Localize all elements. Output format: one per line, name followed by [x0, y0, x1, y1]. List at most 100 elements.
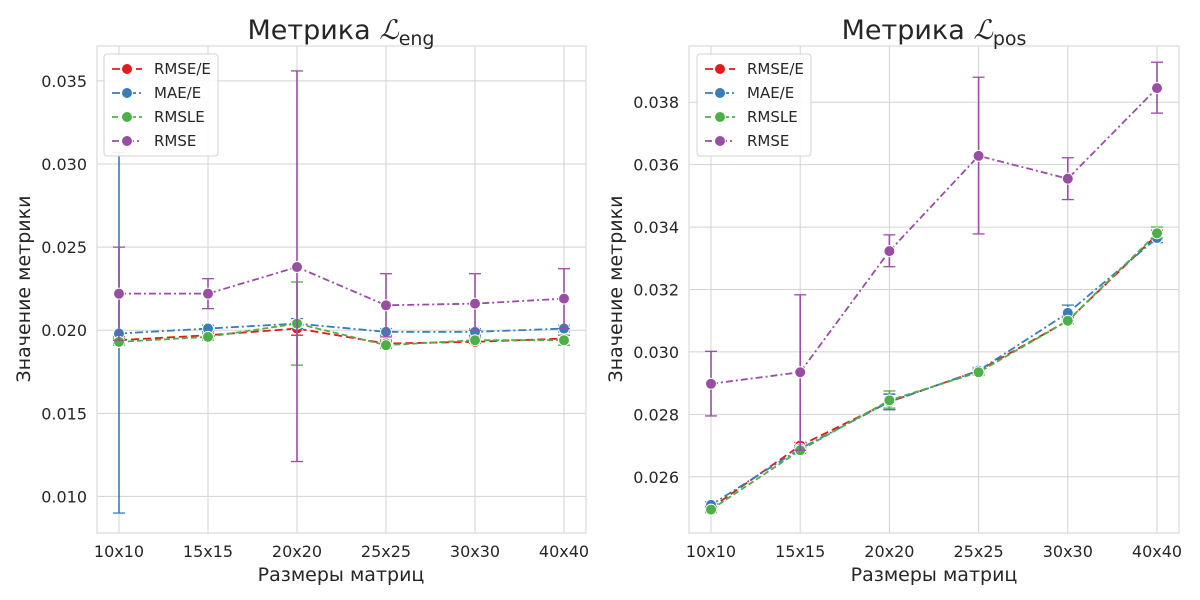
x-tick-label: 15x15: [183, 542, 233, 561]
series-rmse: [113, 70, 570, 463]
legend-marker: [714, 63, 726, 75]
data-point: [469, 297, 481, 310]
series-line: [710, 234, 1158, 509]
legend-box: [696, 53, 812, 157]
series-line: [119, 266, 565, 307]
legend-label: RMSE: [154, 132, 196, 150]
series-line: [710, 237, 1158, 506]
x-tick-label: 10x10: [94, 542, 144, 561]
series-rmse: [705, 61, 1163, 451]
y-axis-label: Значение метрики: [13, 196, 35, 383]
x-tick-label: 10x10: [686, 542, 736, 561]
data-point: [972, 366, 985, 379]
series-layer: [705, 61, 1163, 516]
data-point: [705, 377, 717, 390]
series-mae_e: [113, 151, 570, 514]
legend-marker: [714, 135, 726, 147]
legend-marker: [121, 135, 133, 147]
chart-title: Метрика ℒeng: [247, 15, 434, 50]
panel-position: 0.026 0.028 0.030 0.032 0.034 0.036 0.038 10x1…: [605, 15, 1182, 586]
series-line: [118, 322, 565, 335]
legend-label: RMSE/E: [154, 60, 211, 78]
y-axis-label: Значение метрики: [605, 196, 627, 383]
axes-frame: [96, 45, 587, 534]
panel-energy: 0.010 0.015 0.020 0.025 0.030 0.035 10x10 15x1…: [13, 15, 589, 586]
data-point: [1151, 82, 1163, 95]
data-point: [1061, 314, 1074, 327]
series-rmse_e: [705, 228, 1163, 515]
data-point: [794, 366, 807, 379]
legend-marker: [714, 87, 726, 99]
y-tick-label: 0.026: [633, 468, 679, 487]
y-tick-label: 0.038: [633, 93, 679, 112]
y-tick-label: 0.034: [633, 218, 679, 237]
data-point: [558, 334, 570, 347]
legend-marker: [121, 63, 133, 75]
data-point: [972, 149, 985, 162]
data-point: [380, 339, 392, 352]
x-tick-label: 30x30: [450, 542, 500, 561]
axes-frame: [688, 45, 1180, 534]
legend-label: MAE/E: [747, 84, 794, 102]
y-tick-label: 0.020: [41, 321, 87, 340]
legend-entries: RMSE/E MAE/E RMSLE RMSE: [112, 60, 211, 150]
legend-entries: RMSE/E MAE/E RMSLE RMSE: [705, 60, 804, 150]
legend-label: RMSLE: [747, 108, 798, 126]
series-line: [710, 232, 1158, 511]
legend-label: RMSLE: [154, 108, 205, 126]
y-tick-label: 0.025: [41, 238, 87, 257]
data-point: [558, 292, 570, 305]
chart-title: Метрика ℒpos: [842, 15, 1027, 50]
data-point: [1151, 227, 1163, 240]
data-point: [380, 299, 392, 312]
y-tick-label: 0.015: [41, 404, 87, 423]
series-rmse_e: [113, 321, 570, 350]
legend-box: [103, 53, 219, 157]
x-tick-label: 40x40: [1132, 542, 1182, 561]
x-tick-label: 30x30: [1043, 542, 1093, 561]
y-tick-label: 0.032: [633, 281, 679, 300]
data-point: [1061, 172, 1074, 185]
y-tick-label: 0.010: [41, 487, 87, 506]
grid: [689, 46, 1179, 533]
data-point: [202, 330, 214, 343]
x-tick-label: 15x15: [775, 542, 825, 561]
y-tick-labels: 0.010 0.015 0.020 0.025 0.030 0.035: [41, 72, 87, 507]
x-tick-labels: 10x10 15x15 20x20 25x25 30x30 40x40: [686, 542, 1182, 561]
y-tick-label: 0.030: [633, 343, 679, 362]
legend-label: RMSE: [747, 132, 789, 150]
y-tick-label: 0.028: [633, 405, 679, 424]
x-tick-label: 20x20: [864, 542, 914, 561]
legend-marker: [714, 111, 726, 123]
data-point: [883, 245, 896, 258]
y-tick-label: 0.035: [41, 72, 87, 91]
data-point: [202, 287, 214, 300]
series-line: [118, 322, 564, 347]
y-tick-labels: 0.026 0.028 0.030 0.032 0.034 0.036 0.038: [633, 93, 679, 487]
data-point: [291, 261, 303, 274]
data-point: [883, 394, 896, 407]
legend: RMSE/E MAE/E RMSLE RMSE: [696, 53, 812, 157]
legend-label: MAE/E: [154, 84, 201, 102]
y-tick-label: 0.030: [41, 155, 87, 174]
x-axis-label: Размеры матриц: [851, 564, 1018, 586]
x-axis-label: Размеры матриц: [258, 564, 425, 586]
data-point: [113, 287, 125, 300]
series-line: [118, 327, 565, 345]
x-tick-label: 25x25: [361, 542, 411, 561]
x-tick-labels: 10x10 15x15 20x20 25x25 30x30 40x40: [94, 542, 589, 561]
y-tick-label: 0.036: [633, 156, 679, 175]
x-tick-label: 20x20: [272, 542, 322, 561]
x-tick-label: 25x25: [954, 542, 1004, 561]
legend-marker: [121, 111, 133, 123]
data-point: [469, 334, 481, 347]
series-rmsle: [705, 226, 1163, 516]
x-tick-label: 40x40: [539, 542, 589, 561]
data-point: [705, 503, 717, 516]
legend: RMSE/E MAE/E RMSLE RMSE: [103, 53, 219, 157]
series-line: [710, 87, 1158, 385]
legend-label: RMSE/E: [747, 60, 804, 78]
legend-marker: [121, 87, 133, 99]
series-layer: [113, 70, 570, 514]
